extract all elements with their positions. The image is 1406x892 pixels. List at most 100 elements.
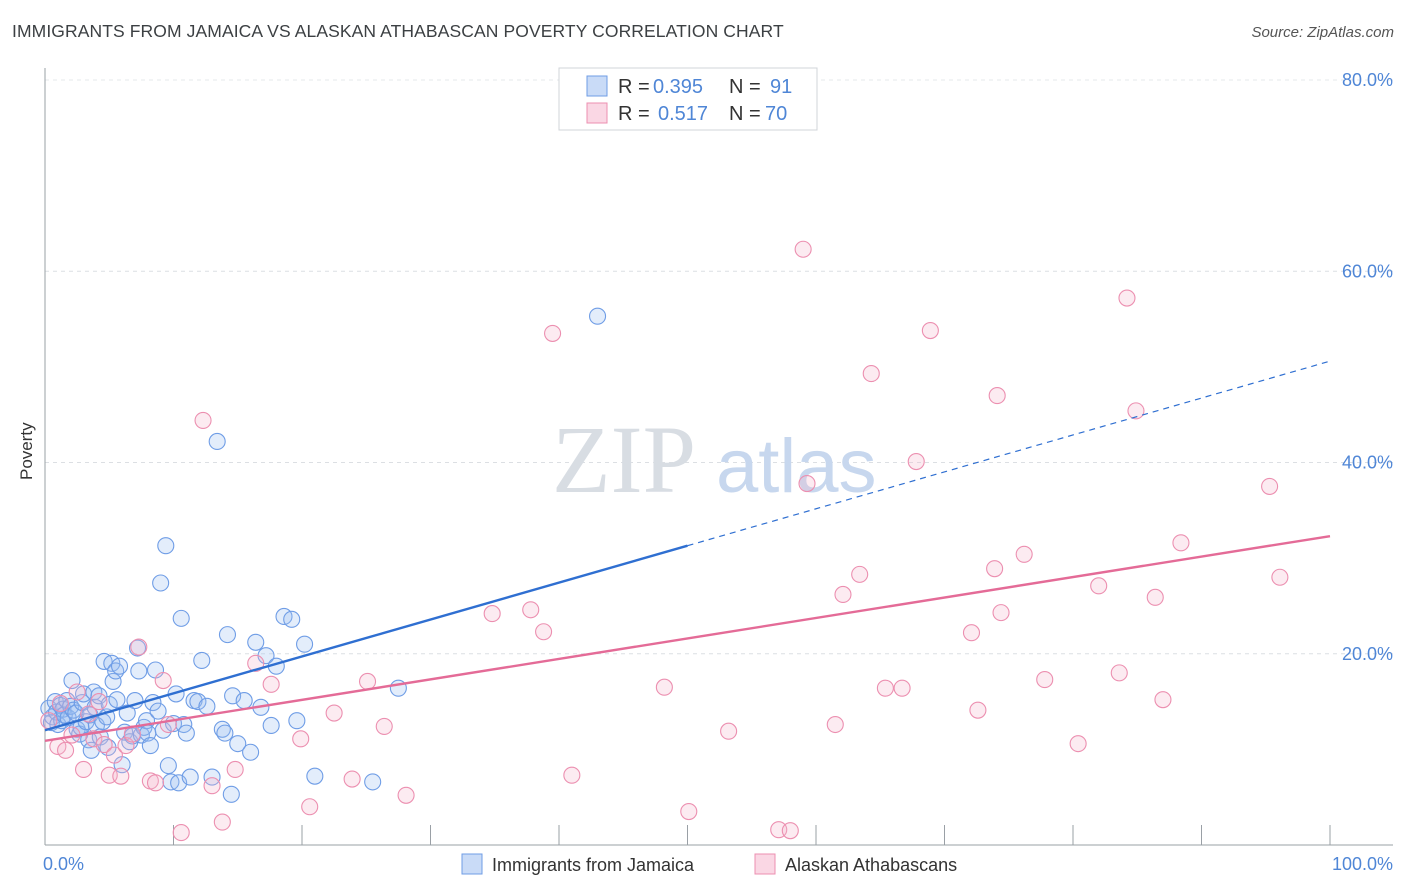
point-jamaica [218, 626, 237, 644]
point-athabascan [876, 679, 894, 697]
point-athabascan [75, 760, 93, 779]
point-athabascan [1118, 289, 1136, 307]
chart-title: IMMIGRANTS FROM JAMAICA VS ALASKAN ATHAB… [12, 21, 784, 41]
point-athabascan [794, 240, 812, 258]
source-credit: Source: ZipAtlas.com [1251, 24, 1394, 41]
point-athabascan [90, 693, 108, 711]
point-athabascan [988, 387, 1006, 405]
point-jamaica [177, 724, 195, 742]
point-athabascan [962, 624, 981, 642]
grid-lines [45, 79, 1395, 655]
stat-n-value: 70 [765, 103, 787, 125]
watermark: ZIP atlas [552, 406, 877, 513]
data-points [40, 240, 1289, 842]
point-athabascan [159, 715, 177, 734]
stat-n-label: N = [729, 76, 761, 98]
point-athabascan [720, 722, 738, 740]
point-athabascan [781, 822, 799, 840]
point-athabascan [1154, 691, 1172, 709]
point-athabascan [1110, 664, 1128, 682]
point-athabascan [907, 452, 925, 471]
point-jamaica [364, 773, 382, 791]
point-jamaica [242, 743, 260, 761]
point-athabascan [1015, 545, 1033, 563]
legend-label: Immigrants from Jamaica [492, 855, 695, 875]
point-athabascan [203, 777, 221, 795]
x-tick-label: 100.0% [1332, 854, 1393, 874]
point-jamaica [235, 692, 253, 710]
point-jamaica [172, 609, 190, 627]
point-athabascan [798, 474, 816, 493]
stat-r-value: 0.395 [653, 76, 703, 98]
point-athabascan [921, 321, 939, 340]
point-jamaica [288, 712, 306, 730]
stat-n-label: N = [729, 103, 761, 125]
point-jamaica [208, 432, 226, 451]
point-jamaica [104, 672, 122, 691]
point-jamaica [203, 768, 221, 786]
point-jamaica [283, 610, 301, 628]
point-athabascan [397, 786, 415, 804]
point-athabascan [247, 654, 265, 672]
point-athabascan [992, 604, 1010, 622]
point-athabascan [262, 675, 280, 693]
stat-r-label: R = [618, 103, 650, 125]
point-athabascan [851, 565, 869, 583]
point-athabascan [112, 767, 130, 785]
point-athabascan [1271, 568, 1289, 586]
trend-line-athabascan [44, 534, 1331, 742]
point-jamaica [198, 697, 216, 715]
point-athabascan [544, 324, 562, 342]
point-athabascan [213, 813, 231, 831]
point-jamaica [193, 651, 211, 669]
point-athabascan [375, 717, 393, 735]
legend-swatch [586, 102, 608, 124]
point-athabascan [292, 730, 310, 748]
point-jamaica [247, 633, 265, 651]
point-jamaica [262, 716, 280, 735]
point-athabascan [85, 730, 103, 748]
trend-line-jamaica [44, 544, 688, 732]
y-tick-label: 80.0% [1342, 70, 1393, 90]
point-jamaica [181, 768, 199, 786]
point-jamaica [222, 785, 240, 803]
x-tick-label: 0.0% [43, 854, 84, 874]
point-athabascan [194, 411, 212, 429]
point-jamaica [306, 767, 324, 785]
point-athabascan [154, 671, 172, 690]
point-athabascan [826, 715, 844, 734]
point-jamaica [157, 537, 175, 555]
stat-n-value: 91 [770, 76, 792, 98]
legend-swatch [461, 853, 483, 875]
y-tick-label: 20.0% [1342, 644, 1393, 664]
point-jamaica [118, 704, 136, 722]
point-athabascan [1069, 735, 1087, 753]
point-athabascan [343, 770, 361, 788]
point-jamaica [189, 693, 207, 711]
point-athabascan [57, 741, 75, 759]
watermark-atlas: atlas [716, 424, 877, 509]
point-jamaica [588, 307, 607, 325]
point-athabascan [1172, 534, 1190, 552]
point-athabascan [1090, 577, 1108, 595]
point-jamaica [141, 736, 159, 755]
point-athabascan [986, 560, 1004, 578]
point-jamaica [149, 702, 167, 720]
point-athabascan [563, 766, 581, 784]
point-athabascan [358, 672, 377, 691]
point-athabascan [834, 585, 852, 604]
point-athabascan [68, 683, 86, 701]
stats-legend: R = 0.395 N = 91 R = 0.517 N = 70 [558, 67, 818, 131]
point-athabascan [130, 638, 148, 656]
point-athabascan [1127, 402, 1145, 420]
series-legend: Immigrants from Jamaica Alaskan Athabasca… [461, 853, 957, 875]
point-athabascan [893, 679, 911, 697]
legend-swatch [754, 853, 776, 875]
point-athabascan [95, 736, 113, 754]
stat-r-label: R = [618, 76, 650, 98]
point-jamaica [152, 574, 170, 592]
point-jamaica [159, 757, 177, 775]
point-athabascan [226, 760, 244, 779]
trend-line-jamaica-projection [687, 360, 1331, 547]
